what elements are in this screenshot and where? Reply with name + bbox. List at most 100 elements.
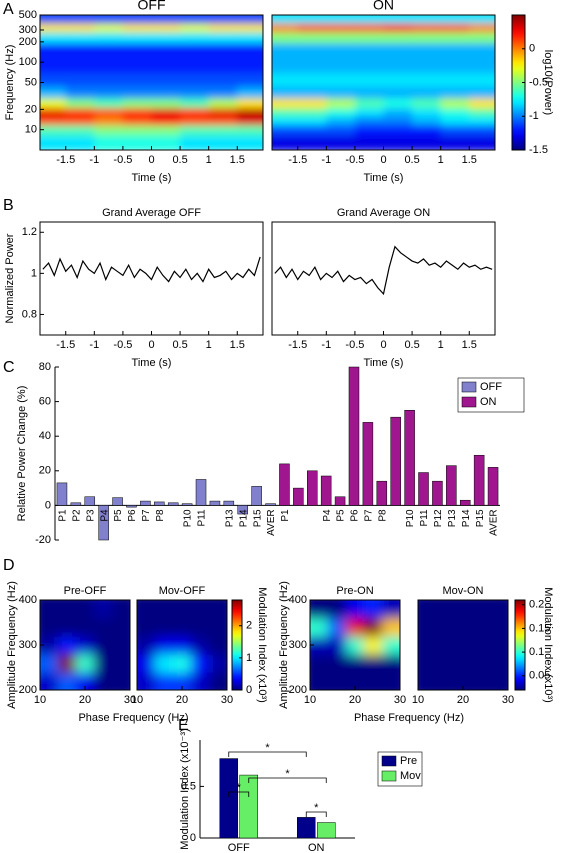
- colorbar-tick-label: 1: [246, 652, 252, 664]
- y-tick-label: 0.5: [181, 780, 196, 792]
- heatmap-cell: [326, 124, 356, 136]
- x-tick-label: -0.5: [345, 339, 364, 351]
- heatmap-cell: [208, 107, 238, 117]
- heatmap-cell: [354, 15, 385, 24]
- bar: [390, 416, 401, 506]
- heatmap-cell: [122, 15, 153, 24]
- heatmap-cell: [180, 72, 210, 87]
- heatmap-cell: [237, 134, 263, 150]
- heatmap-cell: [472, 600, 491, 619]
- heatmap-cell: [151, 124, 181, 136]
- heatmap-cell: [490, 636, 508, 655]
- heatmap-cell: [122, 124, 153, 136]
- bar: [334, 496, 346, 506]
- heatmap-cell: [297, 86, 327, 99]
- y-tick-label: 400: [19, 594, 37, 606]
- colorbar-tick-label: 0.15: [529, 622, 550, 634]
- heatmap-cell: [412, 107, 442, 117]
- x-tick-label: 20: [176, 694, 188, 706]
- heatmap-cell: [440, 97, 470, 109]
- x-tick-label: 10: [34, 694, 46, 706]
- x-tick-label: 0.5: [404, 154, 419, 166]
- heatmap-cell: [354, 134, 385, 150]
- legend-swatch: [461, 396, 477, 408]
- heatmap-cell: [137, 654, 156, 673]
- heatmap-cell: [383, 107, 413, 117]
- heatmap-cell: [76, 618, 95, 637]
- heatmap-cell: [180, 42, 210, 59]
- heatmap-cell: [326, 23, 356, 33]
- heatmap-cell: [469, 15, 495, 24]
- heatmap-cell: [490, 600, 508, 619]
- heatmap-cell: [112, 636, 130, 655]
- x-axis-label: Phase Frequency (Hz): [78, 712, 188, 724]
- x-tick-label: -1.5: [56, 339, 75, 351]
- bar: [237, 505, 248, 515]
- heatmap-cell: [272, 23, 299, 33]
- colorbar-label: Modulation Index (x10³): [542, 587, 554, 703]
- heatmap-cell: [180, 116, 210, 126]
- bar: [209, 500, 221, 506]
- x-tick-label: 0.5: [172, 339, 187, 351]
- colorbar-tick-label: 0.1: [529, 646, 544, 658]
- x-tick-label: 1: [206, 339, 212, 351]
- heatmap-cell: [469, 31, 495, 44]
- heatmap-cell: [418, 600, 437, 619]
- heatmap-cell: [94, 654, 113, 673]
- panel-label: E: [178, 717, 189, 734]
- heatmap-cell: [383, 72, 413, 87]
- heatmap-cell: [272, 107, 299, 117]
- x-tick-label: -1: [89, 339, 99, 351]
- heatmap-cell: [469, 134, 495, 150]
- bar: [70, 502, 82, 506]
- heatmap-cell: [94, 72, 124, 87]
- colorbar-tick-label: 0: [529, 43, 535, 55]
- x-tick-label: P12: [433, 509, 444, 527]
- heatmap-cell: [155, 618, 174, 637]
- x-tick-label: 1: [438, 339, 444, 351]
- panel-label: A: [3, 1, 14, 18]
- heatmap-cell: [364, 654, 383, 673]
- colorbar-tick-label: -0.5: [529, 76, 548, 88]
- y-tick-label: 20: [25, 103, 37, 115]
- heatmap-cell: [454, 600, 473, 619]
- heatmap-cell: [326, 42, 356, 59]
- x-tick-label: P4: [99, 509, 110, 522]
- bar: [317, 822, 336, 839]
- heatmap-cell: [412, 42, 442, 59]
- heatmap-cell: [191, 654, 210, 673]
- heatmap-cell: [151, 72, 181, 87]
- heatmap-cell: [155, 672, 174, 690]
- heatmap-cell: [151, 31, 181, 44]
- x-tick-label: 20: [349, 694, 361, 706]
- heatmap-cell: [173, 600, 192, 619]
- heatmap-cell: [436, 636, 455, 655]
- heatmap-cell: [490, 654, 508, 673]
- y-tick-label: 40: [39, 430, 51, 442]
- bar: [112, 497, 123, 506]
- heatmap-cell: [94, 672, 113, 690]
- heatmap-cell: [237, 23, 263, 33]
- heatmap-cell: [418, 636, 437, 655]
- heatmap-cell: [208, 134, 238, 150]
- x-tick-label: 1.5: [230, 339, 245, 351]
- x-axis-label: Time (s): [132, 357, 172, 369]
- heatmap-cell: [297, 116, 327, 126]
- panel-title: ON: [373, 0, 394, 13]
- heatmap-cell: [297, 42, 327, 59]
- heatmap-cell: [65, 97, 95, 109]
- heatmap-cell: [328, 672, 347, 690]
- heatmap-cell: [65, 23, 95, 33]
- heatmap-cell: [383, 23, 413, 33]
- heatmap-cell: [354, 107, 385, 117]
- heatmap-cell: [328, 600, 347, 619]
- heatmap-cell: [208, 97, 238, 109]
- bar: [195, 479, 207, 506]
- heatmap-cell: [310, 672, 329, 690]
- y-tick-label: 50: [25, 76, 37, 88]
- heatmap-cell: [354, 57, 385, 74]
- colorbar-tick-label: 0.2: [529, 599, 544, 611]
- y-tick-label: 500: [19, 9, 37, 21]
- heatmap-cell: [112, 672, 130, 690]
- heatmap-cell: [65, 134, 95, 150]
